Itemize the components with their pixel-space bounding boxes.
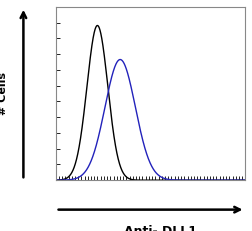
Text: # Cells: # Cells [0, 72, 8, 115]
Text: Anti- DLL1: Anti- DLL1 [123, 225, 196, 231]
